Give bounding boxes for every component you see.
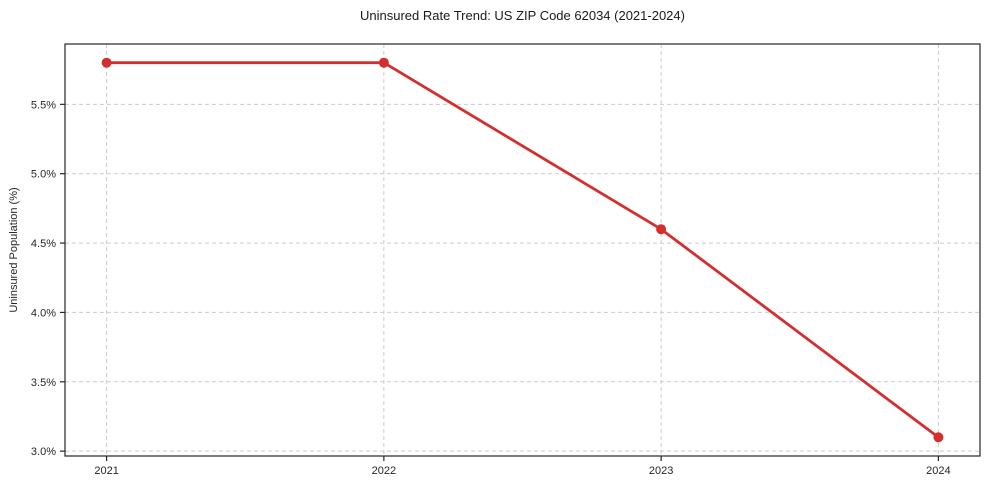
x-tick-label: 2023 — [649, 465, 673, 477]
y-tick-label: 4.0% — [31, 307, 56, 319]
x-tick-label: 2024 — [926, 465, 950, 477]
x-tick-label: 2021 — [94, 465, 118, 477]
y-tick-label: 3.0% — [31, 446, 56, 458]
data-point — [378, 57, 389, 68]
x-tick-label: 2022 — [372, 465, 396, 477]
chart-title: Uninsured Rate Trend: US ZIP Code 62034 … — [360, 8, 685, 23]
data-point — [656, 224, 667, 235]
y-tick-label: 4.5% — [31, 238, 56, 250]
data-line — [105, 61, 940, 439]
y-tick-label: 5.5% — [31, 99, 56, 111]
data-point — [101, 57, 112, 68]
y-tick-label: 5.0% — [31, 169, 56, 181]
y-tick-label: 3.5% — [31, 377, 56, 389]
data-point — [933, 432, 944, 443]
plot-border — [64, 43, 981, 457]
